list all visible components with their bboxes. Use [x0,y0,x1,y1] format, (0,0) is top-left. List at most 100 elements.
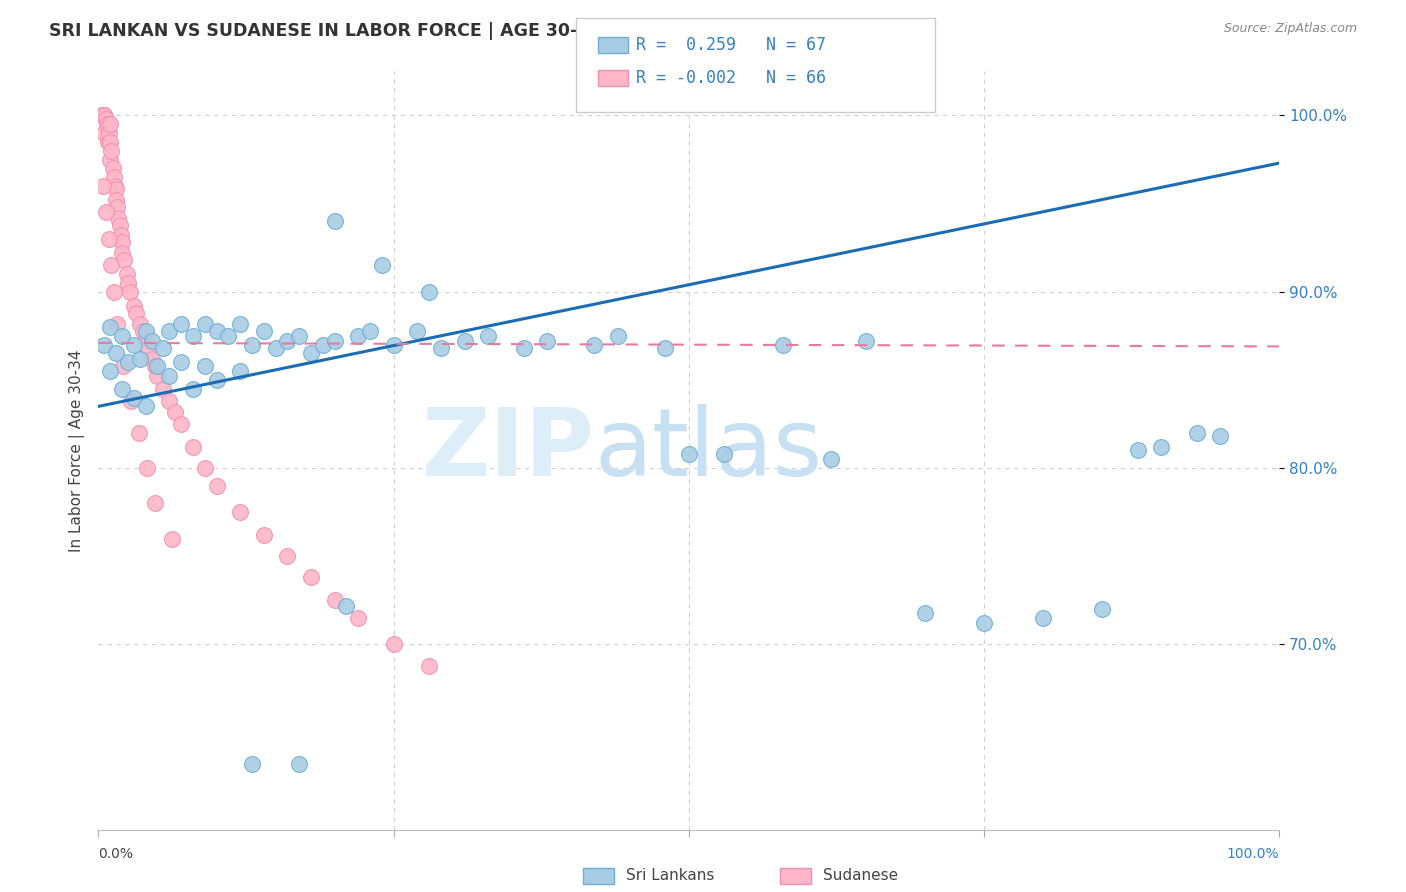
Point [141,334,163,348]
Point [229,364,252,378]
Point [105,346,128,360]
Point [170,417,193,431]
Point [152,341,174,355]
Point [100,144,122,158]
Point [194,461,217,475]
Point [973,616,995,631]
Point [229,317,252,331]
Point [111,246,134,260]
Text: ZIP: ZIP [422,404,595,497]
Point [382,637,405,651]
Point [299,346,322,360]
Point [229,505,252,519]
Point [105,200,128,214]
Point [276,334,298,348]
Point [1209,429,1232,443]
Point [453,334,475,348]
Point [115,267,138,281]
Point [100,258,122,272]
Point [276,549,298,564]
Point [112,359,135,373]
Point [121,394,143,409]
Point [93,108,115,122]
Point [93,337,115,351]
Text: R = -0.002   N = 66: R = -0.002 N = 66 [636,69,825,87]
Point [110,228,132,243]
Point [430,341,453,355]
Point [93,108,115,122]
Point [536,334,558,348]
Point [91,108,114,122]
Point [288,757,311,772]
Point [253,324,276,338]
Point [104,178,127,193]
Point [347,611,370,625]
Text: Sri Lankans: Sri Lankans [626,869,714,883]
Point [477,329,499,343]
Point [157,324,180,338]
Point [654,341,676,355]
Point [128,351,150,366]
Point [181,440,204,454]
Point [1185,425,1208,440]
Point [678,447,700,461]
Point [122,299,145,313]
Point [135,334,157,348]
Point [98,364,121,378]
Point [914,606,936,620]
Point [418,285,440,299]
Point [103,170,125,185]
Point [111,382,134,396]
Point [98,126,121,140]
Point [122,391,145,405]
Point [105,182,128,196]
Text: Source: ZipAtlas.com: Source: ZipAtlas.com [1223,22,1357,36]
Point [146,369,169,384]
Point [170,355,193,369]
Point [91,108,114,122]
Point [105,193,128,207]
Point [371,258,394,272]
Point [105,317,128,331]
Text: Sudanese: Sudanese [823,869,897,883]
Point [94,205,117,219]
Point [141,351,163,366]
Point [135,400,157,414]
Point [157,394,180,409]
Point [103,285,125,299]
Point [125,306,148,320]
Point [240,337,263,351]
Point [101,161,124,176]
Point [288,329,311,343]
Point [181,382,204,396]
Point [93,126,115,140]
Point [96,117,118,131]
Point [205,324,228,338]
Point [170,317,193,331]
Point [312,337,335,351]
Point [772,337,794,351]
Point [98,153,121,167]
Point [98,135,121,149]
Point [181,329,204,343]
Point [323,334,346,348]
Point [1091,602,1114,616]
Text: 0.0%: 0.0% [98,847,134,861]
Y-axis label: In Labor Force | Age 30-34: In Labor Force | Age 30-34 [69,349,84,552]
Point [418,658,440,673]
Point [1150,440,1173,454]
Point [98,232,121,246]
Point [347,329,370,343]
Point [165,405,187,419]
Point [335,599,357,613]
Point [128,425,150,440]
Point [143,496,166,510]
Point [91,178,114,193]
Point [98,117,121,131]
Point [713,447,735,461]
Point [264,341,287,355]
Point [160,532,183,546]
Point [132,324,155,338]
Point [323,593,346,607]
Point [583,337,606,351]
